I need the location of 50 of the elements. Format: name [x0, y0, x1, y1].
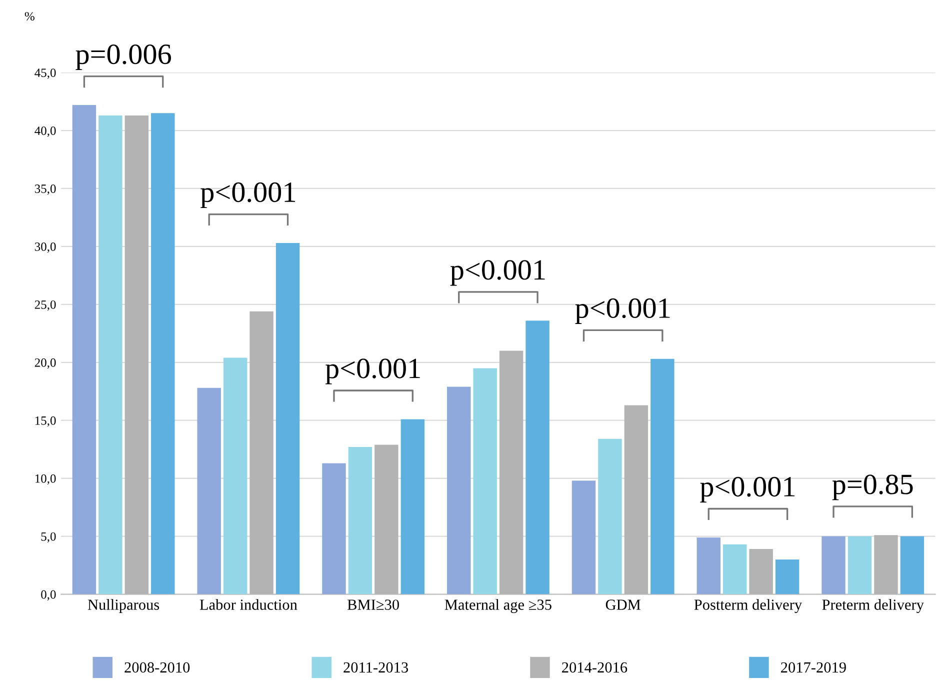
- bar: [598, 438, 622, 594]
- text: p=0.006: [76, 44, 171, 70]
- bar: [197, 388, 221, 594]
- bar: [526, 320, 550, 594]
- bar: [822, 536, 846, 594]
- bar: [900, 536, 924, 594]
- annotation: p<0.001: [325, 358, 420, 384]
- y-tick-label: 15,0: [35, 416, 56, 427]
- bar: [572, 480, 596, 594]
- y-tick-label: 35,0: [34, 184, 56, 195]
- bar: [348, 447, 372, 594]
- bar: [72, 105, 96, 594]
- bar: [722, 544, 747, 594]
- y-axis-title: %: [24, 12, 34, 21]
- annotation: p=0.85: [832, 474, 913, 500]
- bar: [775, 559, 800, 594]
- y-tick-label: 10,0: [35, 474, 56, 485]
- bar: [151, 113, 175, 594]
- bar: [473, 368, 497, 594]
- bar: [223, 358, 248, 594]
- annotation: p<0.001: [700, 476, 795, 502]
- x-tick-label: Postterm delivery: [694, 599, 802, 614]
- y-tick-label: 5,0: [41, 532, 56, 543]
- y-tick-label: 25,0: [34, 300, 56, 311]
- y-tick-label: 30,0: [34, 242, 56, 253]
- y-tick-label: 0,0: [41, 590, 56, 601]
- bar: [400, 419, 425, 594]
- bar: [848, 536, 872, 594]
- legend-label: 2011-2013: [344, 662, 408, 673]
- bar: [446, 386, 471, 594]
- bar: [276, 242, 300, 594]
- x-tick-label: Labor induction: [200, 599, 298, 610]
- annotation: p<0.001: [200, 182, 296, 208]
- bar: [650, 358, 674, 594]
- x-tick-label: GDM: [606, 600, 640, 610]
- legend-label: 2014-2016: [562, 662, 628, 673]
- legend-label: 2017-2019: [781, 662, 846, 673]
- annotation: p<0.001: [575, 298, 670, 324]
- bar: [98, 115, 122, 594]
- y-tick-label: 40,0: [34, 126, 56, 137]
- bar: [322, 463, 346, 594]
- annotation: p<0.001: [450, 260, 545, 286]
- x-tick-label: BMI≥30: [347, 600, 399, 610]
- bar: [696, 537, 720, 594]
- legend-label: 2008-2010: [124, 662, 190, 673]
- y-tick-label: 45,0: [34, 68, 56, 79]
- y-tick-label: 20,0: [34, 358, 56, 369]
- x-tick-label: Nulliparous: [88, 599, 160, 613]
- x-tick-label: Maternal age ≥35: [444, 599, 552, 614]
- x-tick-label: Preterm delivery: [822, 599, 924, 614]
